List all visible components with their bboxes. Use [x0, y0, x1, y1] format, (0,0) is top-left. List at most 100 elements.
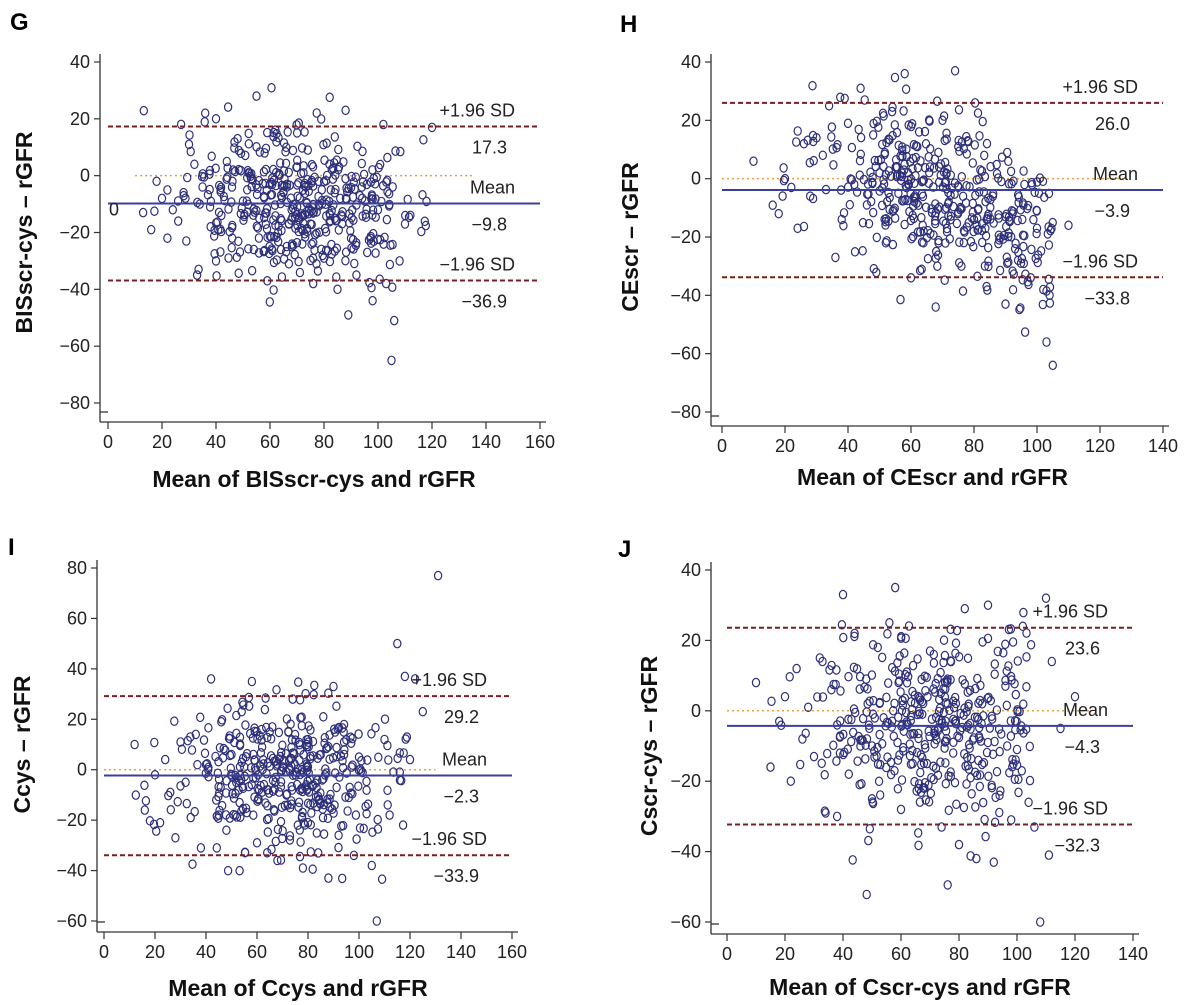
- data-point: [298, 239, 307, 249]
- data-point: [991, 792, 1000, 803]
- data-point: [173, 216, 183, 226]
- data-point: [206, 674, 216, 684]
- data-point: [329, 681, 338, 692]
- data-point: [848, 855, 857, 865]
- data-points: [130, 570, 443, 926]
- data-point: [271, 772, 280, 783]
- data-point: [357, 158, 366, 169]
- data-point: [1004, 624, 1014, 635]
- data-point: [901, 84, 911, 94]
- data-point: [401, 734, 410, 744]
- data-point: [962, 222, 972, 232]
- data-point: [329, 200, 338, 210]
- data-point: [267, 83, 276, 93]
- data-point: [292, 162, 302, 172]
- data-point: [247, 265, 257, 276]
- y-tick-label: 0: [77, 760, 87, 780]
- data-point: [870, 752, 879, 762]
- data-point: [276, 816, 286, 827]
- data-point: [391, 146, 400, 156]
- data-point: [870, 155, 880, 166]
- data-point: [881, 220, 890, 230]
- data-point: [963, 653, 973, 664]
- data-point: [899, 195, 908, 206]
- data-point: [818, 150, 828, 161]
- data-point: [384, 755, 393, 765]
- x-tick-label: 140: [1118, 944, 1148, 964]
- data-point: [308, 779, 318, 790]
- data-point: [864, 218, 874, 229]
- data-point: [957, 172, 967, 182]
- data-point: [927, 204, 936, 214]
- data-point: [260, 148, 269, 158]
- data-point: [941, 157, 950, 168]
- data-point: [813, 692, 822, 702]
- data-point: [947, 183, 957, 193]
- data-point: [383, 800, 392, 810]
- data-point: [986, 161, 995, 172]
- data-point: [269, 215, 278, 225]
- data-point: [884, 166, 894, 176]
- data-point: [1020, 327, 1030, 337]
- data-point: [325, 730, 334, 740]
- data-point: [319, 176, 329, 187]
- data-point: [962, 779, 971, 789]
- data-point: [914, 840, 923, 851]
- data-point: [1036, 246, 1046, 256]
- data-point: [1018, 274, 1027, 285]
- data-point: [354, 781, 363, 791]
- data-point: [836, 92, 845, 103]
- data-point: [263, 785, 272, 795]
- data-point: [303, 734, 313, 745]
- data-point: [1015, 304, 1024, 315]
- data-point: [278, 826, 287, 836]
- data-point: [235, 797, 244, 808]
- data-point: [325, 159, 334, 170]
- lower-limit-value: −36.9: [461, 292, 507, 312]
- data-point: [913, 141, 922, 152]
- data-point: [898, 151, 907, 161]
- data-point: [247, 676, 257, 687]
- data-point: [1022, 628, 1031, 638]
- data-point: [1004, 156, 1013, 167]
- data-point: [252, 837, 262, 848]
- data-point: [833, 720, 842, 730]
- data-point: [314, 191, 323, 202]
- data-point: [997, 176, 1006, 187]
- stray-zero-label: 0: [109, 200, 119, 220]
- data-point: [964, 136, 973, 147]
- data-point: [211, 163, 220, 174]
- data-point: [891, 582, 900, 593]
- data-point: [343, 187, 352, 197]
- data-point: [326, 215, 335, 226]
- data-point: [1007, 815, 1016, 825]
- data-point: [253, 734, 262, 744]
- data-point: [227, 222, 237, 233]
- data-point: [844, 714, 853, 725]
- x-tick-label: 60: [247, 942, 267, 962]
- data-point: [865, 696, 874, 707]
- data-point: [242, 807, 251, 818]
- data-point: [1018, 214, 1027, 225]
- upper-limit-value: 23.6: [1065, 639, 1100, 659]
- data-point: [921, 685, 930, 696]
- data-point: [873, 742, 882, 753]
- data-point: [319, 711, 328, 722]
- data-point: [1005, 216, 1015, 227]
- data-point: [936, 757, 945, 767]
- data-point: [380, 232, 389, 243]
- data-point: [363, 247, 372, 258]
- data-point: [893, 657, 902, 668]
- data-point: [956, 708, 965, 719]
- data-point: [799, 138, 809, 149]
- data-point: [263, 127, 272, 138]
- data-point: [387, 355, 396, 366]
- data-point: [211, 114, 221, 124]
- data-point: [925, 116, 934, 126]
- data-point: [923, 253, 933, 264]
- data-point: [1019, 607, 1028, 618]
- data-point: [850, 247, 860, 257]
- data-point: [214, 813, 223, 823]
- mean-value: −3.9: [1094, 201, 1130, 221]
- data-point: [983, 693, 992, 704]
